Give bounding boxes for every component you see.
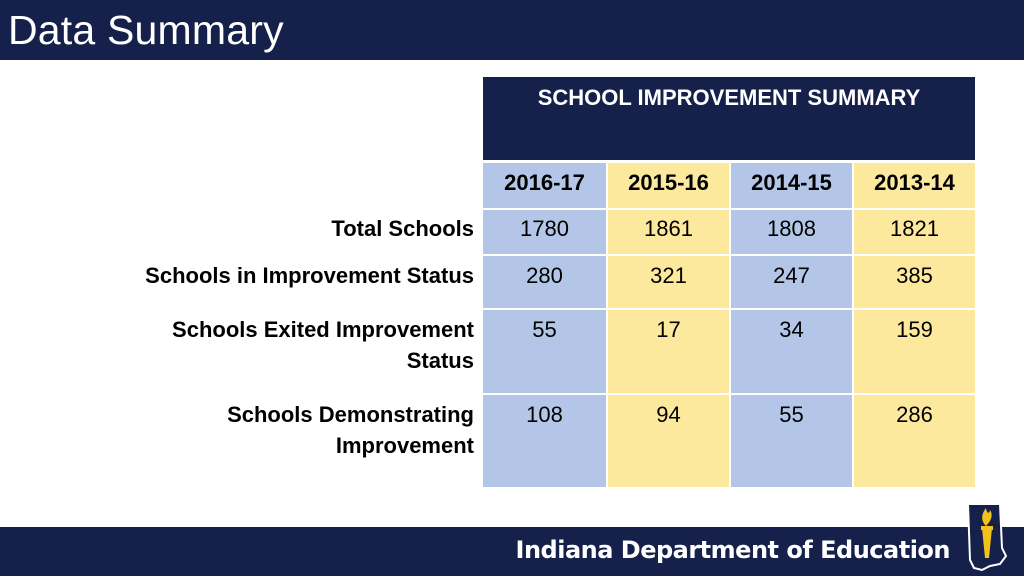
page-title: Data Summary: [8, 7, 284, 53]
row-divider: [483, 393, 975, 395]
row-divider: [483, 308, 975, 310]
indiana-torch-icon: [966, 503, 1008, 572]
table-cell: 286: [896, 402, 933, 427]
column-bg-2014-15: [731, 163, 852, 487]
row-divider: [483, 254, 975, 256]
table-header: SCHOOL IMPROVEMENT SUMMARY: [483, 77, 975, 160]
table-cell: 108: [526, 402, 563, 427]
org-name: Indiana Department of Education: [515, 536, 951, 564]
table-cell: 34: [779, 317, 804, 342]
row-label-improvement-status: Schools in Improvement Status: [145, 263, 474, 288]
row-label-demonstrating-improvement: Schools Demonstrating Improvement: [227, 402, 474, 458]
table-cell: 17: [656, 317, 681, 342]
column-bg-2015-16: [608, 163, 729, 487]
row-label-total-schools: Total Schools: [331, 216, 474, 241]
table-cell: 55: [779, 402, 804, 427]
year-header: 2013-14: [874, 170, 955, 195]
table-cell: 247: [773, 263, 810, 288]
footer-bar: Indiana Department of Education: [0, 527, 1024, 576]
table-cell: 385: [896, 263, 933, 288]
table-cell: 280: [526, 263, 563, 288]
table-cell: 1861: [644, 216, 693, 241]
year-header: 2014-15: [751, 170, 832, 195]
row-divider: [483, 208, 975, 210]
table-cell: 1808: [767, 216, 816, 241]
table-header-text: SCHOOL IMPROVEMENT SUMMARY: [537, 85, 921, 110]
year-header: 2015-16: [628, 170, 709, 195]
table-cell: 55: [532, 317, 557, 342]
title-bar: Data Summary: [0, 0, 1024, 60]
column-bg-2016-17: [483, 163, 606, 487]
table-cell: 321: [650, 263, 687, 288]
table-cell: 1821: [890, 216, 939, 241]
year-header: 2016-17: [504, 170, 585, 195]
row-label-exited-improvement: Schools Exited Improvement Status: [172, 317, 474, 373]
column-bg-2013-14: [854, 163, 975, 487]
table-cell: 1780: [520, 216, 569, 241]
table-cell: 159: [896, 317, 933, 342]
table-cell: 94: [656, 402, 681, 427]
